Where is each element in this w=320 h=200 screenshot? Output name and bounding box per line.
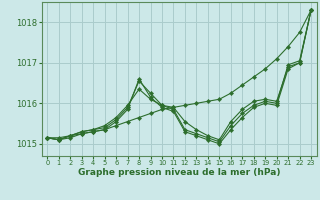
X-axis label: Graphe pression niveau de la mer (hPa): Graphe pression niveau de la mer (hPa) [78, 168, 280, 177]
